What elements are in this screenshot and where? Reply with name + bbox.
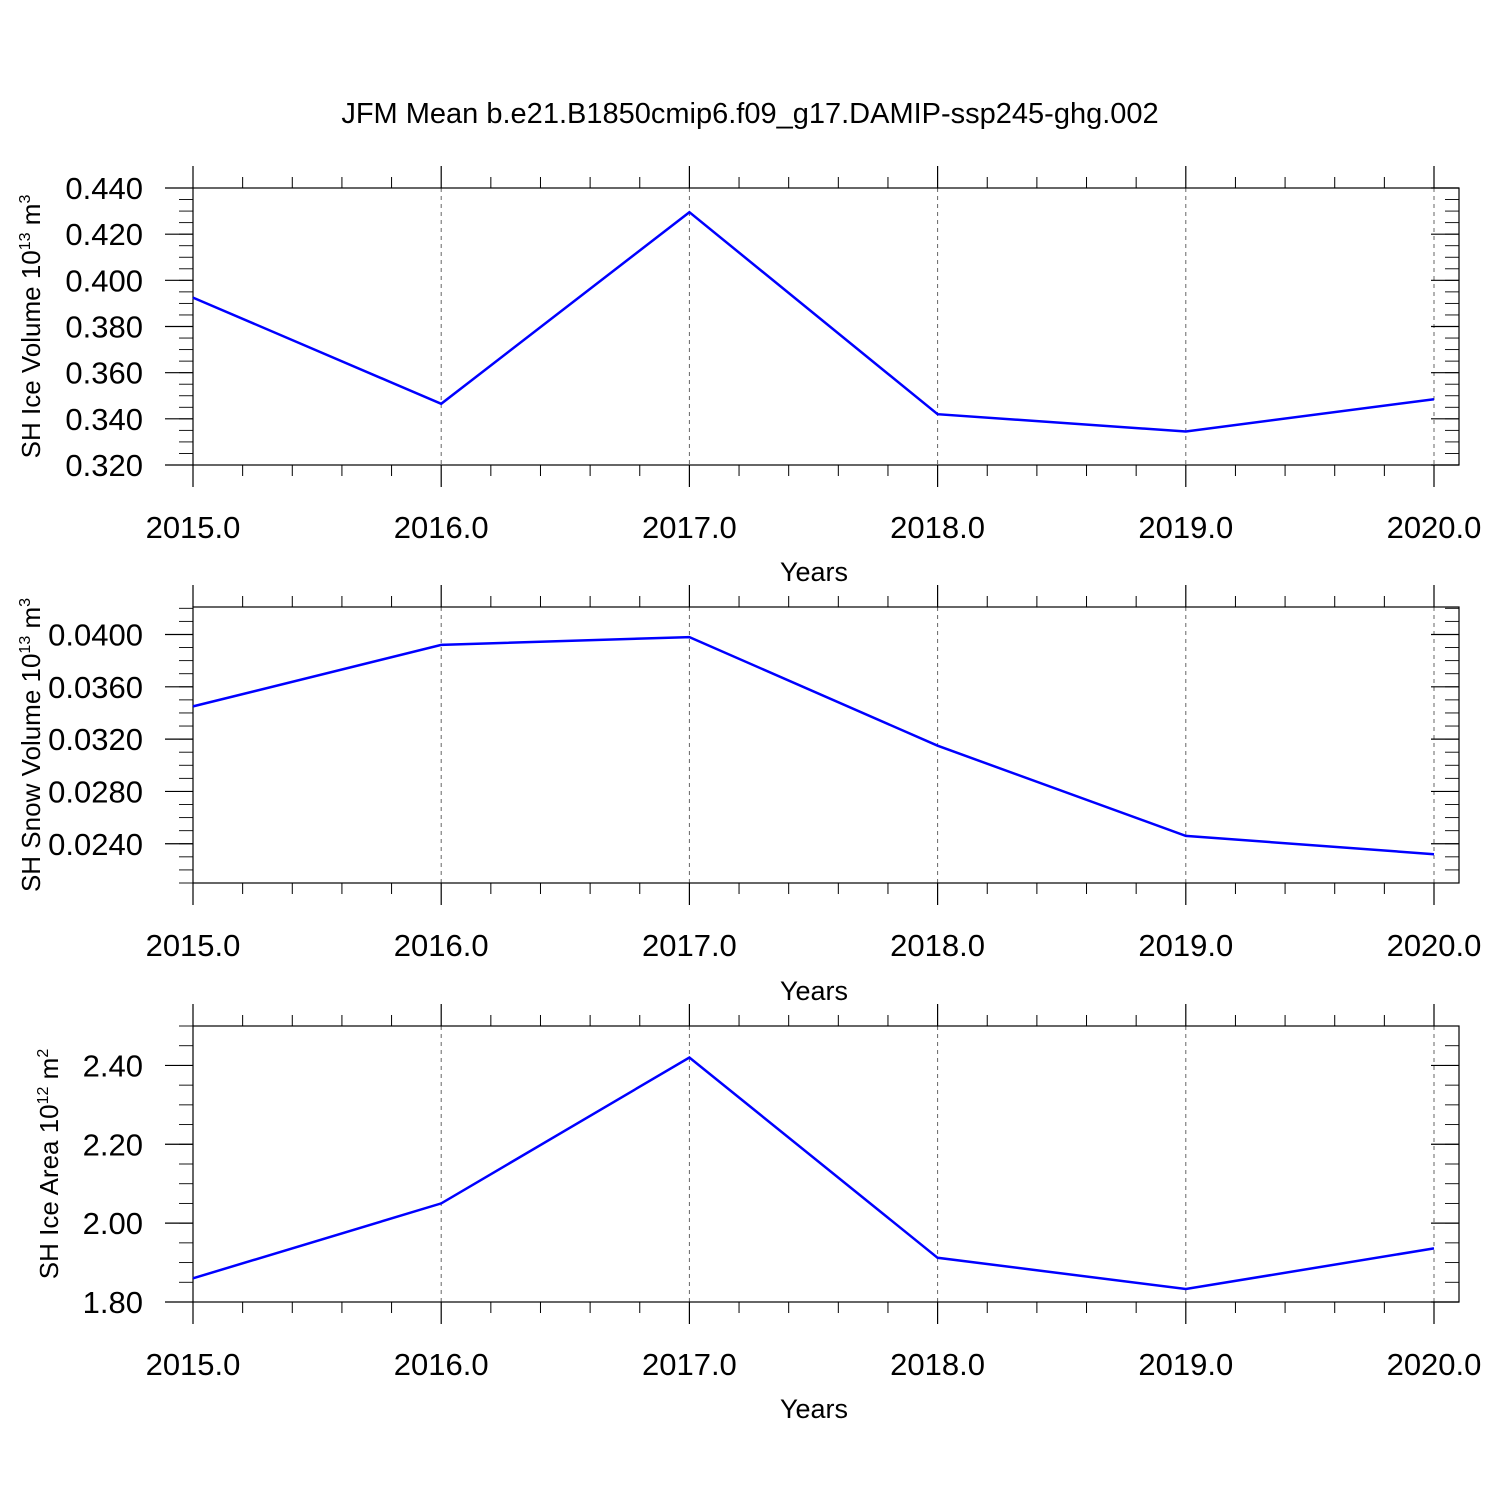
y-tick-label: 0.0400 <box>48 617 143 652</box>
y-axis-label-exponent: 13 <box>17 636 34 654</box>
y-axis-label: SH Ice Area 1012 m2 <box>34 1049 64 1280</box>
chart-panel-2: 2015.0 2016.0 2017.0 2018.0 2019.0 2020.0 0.02… <box>16 585 1481 1006</box>
y-tick-label: 0.0320 <box>48 722 143 757</box>
y-axis-label: SH Ice Volume 1013 m3 <box>16 195 46 459</box>
x-tick-label: 2018.0 <box>890 1347 985 1382</box>
x-tick-label: 2020.0 <box>1387 928 1482 963</box>
x-axis-label: Years <box>780 1394 848 1424</box>
plot-frame <box>192 1025 1460 1303</box>
plot-frame <box>192 187 1460 466</box>
series-line <box>192 1055 1435 1291</box>
x-tick-label: 2020.0 <box>1387 1347 1482 1382</box>
plot-frame <box>192 606 1460 884</box>
chart-panel-1: 2015.0 2016.0 2017.0 2018.0 2019.0 2020.0 0.32… <box>16 166 1481 587</box>
x-tick-label: 2019.0 <box>1138 928 1233 963</box>
x-tick-label: 2018.0 <box>890 928 985 963</box>
y-tick-label: 2.40 <box>83 1048 143 1083</box>
y-axis-label-unit-exponent: 2 <box>35 1049 52 1058</box>
x-tick-label: 2015.0 <box>146 928 241 963</box>
series-line <box>192 635 1435 856</box>
x-tick-label: 2015.0 <box>146 1347 241 1382</box>
x-tick-label: 2017.0 <box>642 1347 737 1382</box>
y-axis-label: SH Snow Volume 1013 m3 <box>16 598 46 892</box>
y-tick-label: 0.0240 <box>48 827 143 862</box>
y-tick-label: 2.00 <box>83 1206 143 1241</box>
y-tick-label: 0.0360 <box>48 670 143 705</box>
figure-title: JFM Mean b.e21.B1850cmip6.f09_g17.DAMIP-… <box>341 98 1159 130</box>
y-axis-label-exponent: 13 <box>17 232 34 250</box>
x-tick-label: 2016.0 <box>394 1347 489 1382</box>
y-axis-label-unit-exponent: 3 <box>17 598 34 607</box>
y-tick-label: 0.380 <box>65 310 143 345</box>
x-tick-label: 2016.0 <box>394 510 489 545</box>
y-axis-label-unit: m <box>16 607 46 636</box>
y-tick-label: 1.80 <box>83 1285 143 1320</box>
y-axis-label-text: SH Snow Volume 10 <box>16 654 46 892</box>
y-tick-label: 0.440 <box>65 171 143 206</box>
y-tick-label: 2.20 <box>83 1127 143 1162</box>
x-tick-label: 2017.0 <box>642 928 737 963</box>
y-axis-label-exponent: 12 <box>35 1086 52 1104</box>
y-axis-label-text: SH Ice Area 10 <box>34 1104 64 1279</box>
y-tick-label: 0.420 <box>65 217 143 252</box>
x-axis-label: Years <box>780 557 848 587</box>
x-tick-label: 2019.0 <box>1138 1347 1233 1382</box>
y-tick-label: 0.340 <box>65 402 143 437</box>
x-axis-label: Years <box>780 976 848 1006</box>
y-axis-label-text: SH Ice Volume 10 <box>16 250 46 458</box>
x-tick-label: 2020.0 <box>1387 510 1482 545</box>
y-axis-label-unit: m <box>16 204 46 233</box>
y-axis-label-unit-exponent: 3 <box>17 195 34 204</box>
series-line <box>192 210 1435 433</box>
x-tick-label: 2017.0 <box>642 510 737 545</box>
x-tick-label: 2015.0 <box>146 510 241 545</box>
y-axis-label-unit: m <box>34 1058 64 1087</box>
y-tick-label: 0.360 <box>65 356 143 391</box>
chart-panel-3: 2015.0 2016.0 2017.0 2018.0 2019.0 2020.0 1.80… <box>34 1004 1481 1424</box>
y-tick-label: 0.400 <box>65 263 143 298</box>
x-tick-label: 2016.0 <box>394 928 489 963</box>
x-tick-label: 2018.0 <box>890 510 985 545</box>
x-tick-label: 2019.0 <box>1138 510 1233 545</box>
y-tick-label: 0.0280 <box>48 774 143 809</box>
y-tick-label: 0.320 <box>65 448 143 483</box>
